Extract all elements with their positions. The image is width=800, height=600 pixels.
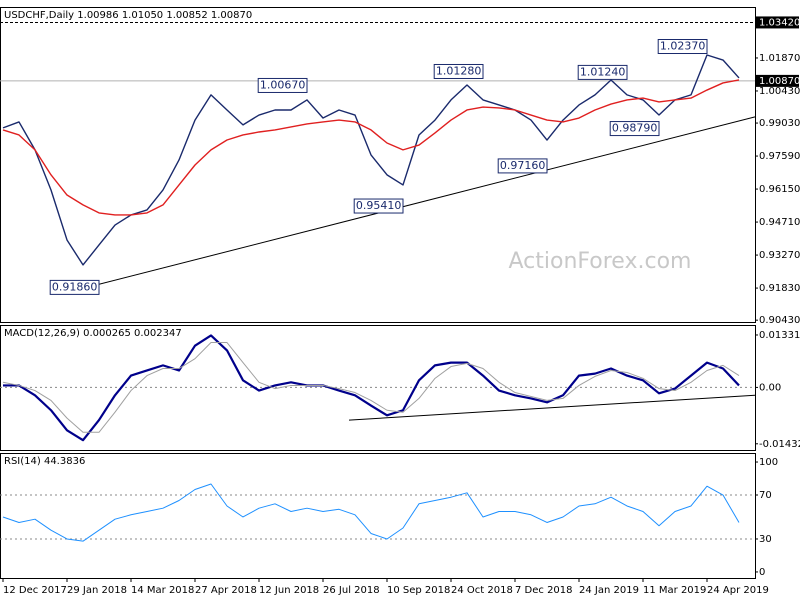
price-label: 1.00670 bbox=[260, 78, 306, 91]
y-tick-label: 100 bbox=[759, 457, 778, 468]
y-tick-label: 1.00430 bbox=[759, 86, 800, 97]
price-label: 1.01280 bbox=[436, 64, 482, 77]
y-tick-label: 0.94710 bbox=[759, 217, 800, 228]
price-label-box bbox=[497, 158, 548, 174]
y-tick-label: 0.013319 bbox=[759, 330, 800, 341]
x-tick-label: 12 Jun 2018 bbox=[259, 585, 319, 596]
x-tick-label: 27 Apr 2018 bbox=[195, 585, 257, 596]
x-tick-label: 7 Dec 2018 bbox=[515, 585, 573, 596]
price-label-box bbox=[49, 279, 100, 295]
x-tick-label: 24 Apr 2019 bbox=[707, 585, 769, 596]
y-tick-label: 0 bbox=[759, 567, 765, 578]
y-tick-label: 30 bbox=[759, 534, 772, 545]
price-label-box bbox=[433, 63, 484, 79]
x-tick-label: 29 Jan 2018 bbox=[67, 585, 127, 596]
series-line bbox=[2, 79, 740, 216]
y-tick-label: 0.91830 bbox=[759, 283, 800, 294]
price-label-box bbox=[577, 64, 628, 80]
series-line bbox=[2, 54, 740, 266]
price-label: 0.95410 bbox=[356, 199, 402, 212]
price-box-label: 1.03420 bbox=[759, 17, 800, 28]
panel-title: RSI(14) 44.3836 bbox=[4, 456, 85, 467]
y-tick-label: 70 bbox=[759, 490, 772, 501]
y-tick-label: 1.01870 bbox=[759, 53, 800, 64]
price-box bbox=[756, 74, 799, 87]
price-label: 0.91860 bbox=[52, 280, 98, 293]
trendline bbox=[348, 394, 756, 421]
price-label: 0.97160 bbox=[500, 159, 546, 172]
panel-title: USDCHF,Daily 1.00986 1.01050 1.00852 1.0… bbox=[4, 10, 252, 21]
y-tick-label: 0.93270 bbox=[759, 250, 800, 261]
series-line bbox=[2, 342, 740, 433]
y-tick-label: 0.00 bbox=[759, 382, 781, 393]
price-label-box bbox=[657, 39, 708, 55]
x-tick-label: 26 Jul 2018 bbox=[323, 585, 380, 596]
x-tick-label: 14 Mar 2018 bbox=[131, 585, 194, 596]
series-line bbox=[2, 483, 740, 542]
y-tick-label: 0.96150 bbox=[759, 184, 800, 195]
price-label-box bbox=[257, 77, 308, 93]
price-label: 0.98790 bbox=[612, 122, 658, 135]
rsi-panel bbox=[0, 453, 756, 579]
x-tick-label: 24 Jan 2019 bbox=[579, 585, 639, 596]
price-label: 1.02370 bbox=[660, 40, 706, 53]
y-tick-label: 0.99030 bbox=[759, 118, 800, 129]
price-box bbox=[756, 16, 799, 29]
x-tick-label: 10 Sep 2018 bbox=[387, 585, 450, 596]
plot-layer: ActionForex.com 1.01870 1.00430 0.99030 0.97… bbox=[0, 10, 800, 596]
price-label-box bbox=[353, 198, 404, 214]
x-tick-label: 12 Dec 2017 bbox=[3, 585, 67, 596]
y-tick-label: 0.97590 bbox=[759, 151, 800, 162]
price-panel bbox=[0, 7, 756, 323]
x-tick-label: 24 Oct 2018 bbox=[451, 585, 513, 596]
price-label: 1.01240 bbox=[580, 65, 626, 78]
price-label-box bbox=[609, 121, 660, 137]
x-tick-label: 11 Mar 2019 bbox=[643, 585, 706, 596]
y-tick-label: 0.90430 bbox=[759, 315, 800, 326]
trendline bbox=[76, 116, 756, 291]
y-tick-label: -0.014323 bbox=[759, 439, 800, 450]
macd-panel bbox=[0, 325, 756, 451]
panel-title: MACD(12,26,9) 0.000265 0.002347 bbox=[4, 328, 182, 339]
watermark: ActionForex.com bbox=[509, 249, 692, 274]
price-box-label: 1.00870 bbox=[759, 76, 800, 87]
